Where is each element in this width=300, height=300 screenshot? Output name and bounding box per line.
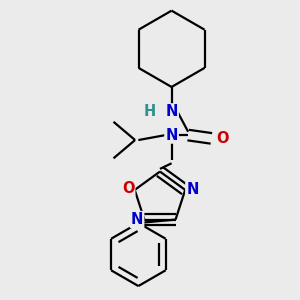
Text: N: N bbox=[186, 182, 199, 197]
Text: N: N bbox=[131, 212, 143, 227]
Text: O: O bbox=[216, 131, 229, 146]
Text: N: N bbox=[165, 104, 178, 119]
Text: O: O bbox=[122, 181, 134, 196]
Text: N: N bbox=[165, 128, 178, 142]
Text: H: H bbox=[144, 104, 156, 119]
